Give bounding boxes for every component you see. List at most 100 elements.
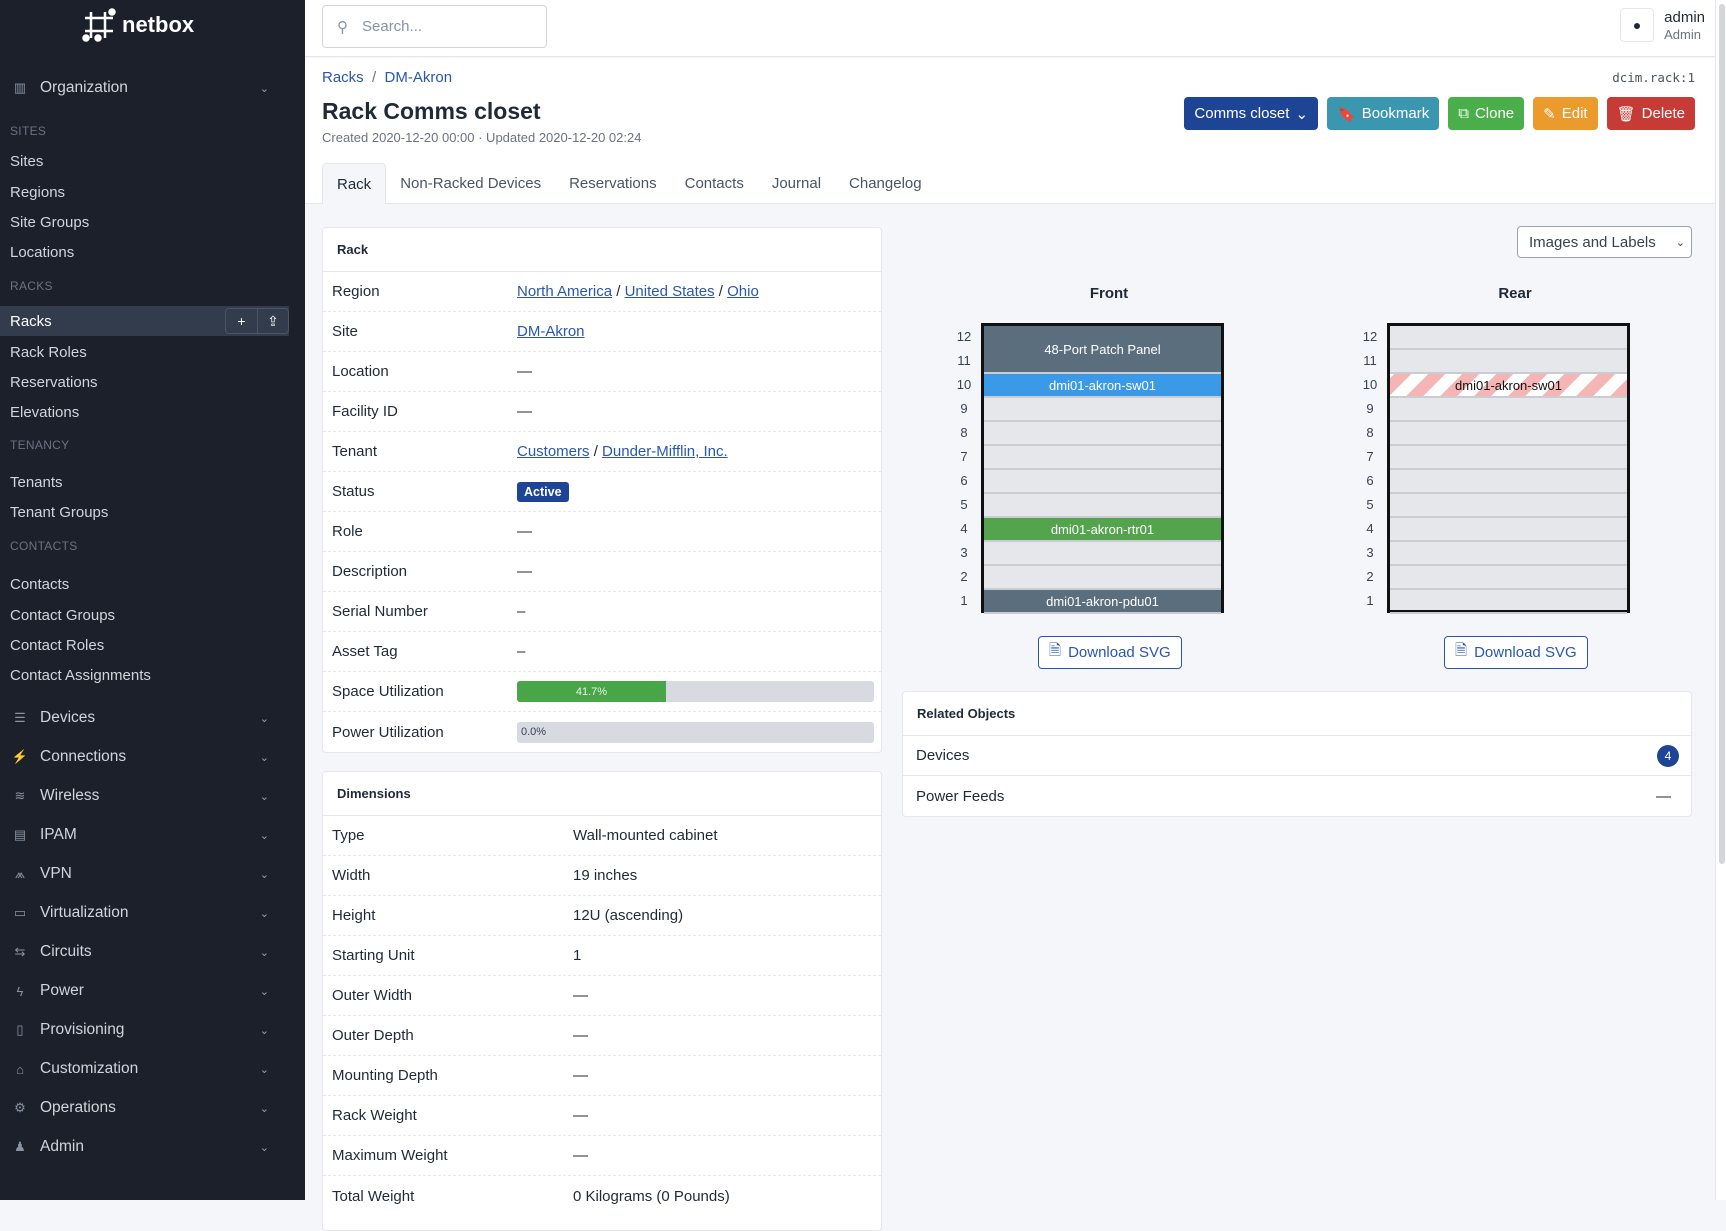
related-power-feeds-link[interactable]: Power Feeds — <box>903 776 1691 816</box>
button-label: Comms closet <box>1194 105 1290 122</box>
rack-unit-3[interactable] <box>984 542 1221 566</box>
sidebar-item-contact-assignments[interactable]: Contact Assignments <box>0 660 289 690</box>
front-title: Front <box>1089 285 1129 302</box>
attr-label: Outer Depth <box>332 1027 414 1044</box>
add-icon[interactable]: + <box>237 313 246 329</box>
link-united-states[interactable]: United States <box>624 283 715 300</box>
server-icon: ☰ <box>14 710 26 725</box>
sidebar-item-elevations[interactable]: Elevations <box>0 397 289 427</box>
unit-number: 1 <box>1366 593 1374 608</box>
netbox-logo-icon <box>82 8 116 42</box>
sidebar-item-contacts[interactable]: Contacts <box>0 569 289 599</box>
device-dmi01-akron-rtr01[interactable]: dmi01-akron-rtr01 <box>984 518 1221 542</box>
scrollbar-thumb[interactable] <box>1719 4 1725 864</box>
breadcrumb-site[interactable]: DM-Akron <box>384 69 453 86</box>
rack-unit-9[interactable] <box>984 398 1221 422</box>
rack-unit-7[interactable] <box>984 446 1221 470</box>
rack-unit-7[interactable] <box>1390 446 1627 470</box>
attr-row-total-weight: Total Weight 0 Kilograms (0 Pounds) <box>323 1176 881 1216</box>
link-north-america[interactable]: North America <box>517 283 613 300</box>
page-title: Rack Comms closet <box>322 98 541 124</box>
unit-number: 8 <box>960 425 968 440</box>
rack-unit-8[interactable] <box>1390 422 1627 446</box>
link-dm-akron[interactable]: DM-Akron <box>517 323 585 340</box>
sidebar-item-tenant-groups[interactable]: Tenant Groups <box>0 497 289 527</box>
tab-contacts[interactable]: Contacts <box>684 175 744 192</box>
rack-unit-9[interactable] <box>1390 398 1627 422</box>
page-scrollbar[interactable] <box>1715 0 1726 1200</box>
rack-unit-5[interactable] <box>984 494 1221 518</box>
rack-unit-12[interactable] <box>1390 326 1627 350</box>
bookmark-button[interactable]: 🔖 Bookmark <box>1327 97 1440 130</box>
sidebar-item-reservations[interactable]: Reservations <box>0 367 289 397</box>
import-icon[interactable]: ⇪ <box>257 309 288 333</box>
breadcrumb-racks[interactable]: Racks <box>322 69 364 86</box>
racks-quick-actions: + ⇪ <box>225 308 289 334</box>
sidebar-item-contact-roles[interactable]: Contact Roles <box>0 630 289 660</box>
sidebar-group-devices[interactable]: ☰ Devices ⌄ <box>0 700 289 736</box>
link-dunder-mifflin-inc[interactable]: Dunder-Mifflin, Inc. <box>602 443 728 460</box>
link-customers[interactable]: Customers <box>517 443 590 460</box>
download-front-svg-button[interactable]: 🗎 Download SVG <box>1038 636 1182 669</box>
tab-journal[interactable]: Journal <box>771 175 822 192</box>
device-dmi01-akron-pdu01[interactable]: dmi01-akron-pdu01 <box>984 590 1221 614</box>
sidebar-group-virtualization[interactable]: ▭ Virtualization ⌄ <box>0 895 289 931</box>
device-dmi01-akron-sw01[interactable]: dmi01-akron-sw01 <box>1390 374 1627 398</box>
attr-value: Wall-mounted cabinet <box>573 827 718 844</box>
related-label: Devices <box>916 747 970 764</box>
sidebar-group-admin[interactable]: ♟ Admin ⌄ <box>0 1129 289 1165</box>
rack-unit-1[interactable] <box>1390 590 1627 614</box>
elevation-view-select[interactable]: Images and Labels ⌄ <box>1517 226 1692 258</box>
delete-button[interactable]: 🗑 Delete <box>1606 97 1695 130</box>
sidebar-group-connections[interactable]: ⚡ Connections ⌄ <box>0 739 289 775</box>
sidebar-group-provisioning[interactable]: ▯ Provisioning ⌄ <box>0 1012 289 1048</box>
device-48-port-patch-panel[interactable]: 48-Port Patch Panel <box>984 326 1221 374</box>
link-ohio[interactable]: Ohio <box>727 283 759 300</box>
tab-non-racked-devices[interactable]: Non-Racked Devices <box>400 175 542 192</box>
attr-row-power-utilization: Power Utilization 0.0% <box>323 712 881 752</box>
sidebar-item-sites[interactable]: Sites <box>0 146 289 176</box>
sidebar-group-circuits[interactable]: ⇆ Circuits ⌄ <box>0 934 289 970</box>
sidebar-group-power[interactable]: ϟ Power ⌄ <box>0 973 289 1009</box>
sidebar-group-label: Operations <box>40 1099 116 1116</box>
tab-rack[interactable]: Rack <box>322 163 387 204</box>
rack-unit-6[interactable] <box>984 470 1221 494</box>
rack-unit-3[interactable] <box>1390 542 1627 566</box>
sidebar-group-wireless[interactable]: ≋ Wireless ⌄ <box>0 778 289 814</box>
sidebar-item-tenants[interactable]: Tenants <box>0 467 289 497</box>
sidebar-item-racks[interactable]: Racks + ⇪ <box>0 306 289 336</box>
attr-label: Width <box>332 867 371 884</box>
netbox-logo[interactable]: netbox <box>82 8 194 42</box>
rack-unit-11[interactable] <box>1390 350 1627 374</box>
edit-button[interactable]: ✎ Edit <box>1533 97 1598 130</box>
tab-reservations[interactable]: Reservations <box>569 175 657 192</box>
rack-unit-4[interactable] <box>1390 518 1627 542</box>
sidebar-item-regions[interactable]: Regions <box>0 177 289 207</box>
related-devices-link[interactable]: Devices 4 <box>903 736 1691 776</box>
rack-unit-5[interactable] <box>1390 494 1627 518</box>
sidebar-item-site-groups[interactable]: Site Groups <box>0 207 289 237</box>
search-input[interactable]: ⚲ Search... <box>322 5 547 48</box>
sidebar-item-contact-groups[interactable]: Contact Groups <box>0 600 289 630</box>
rack-unit-2[interactable] <box>984 566 1221 590</box>
sidebar-group-customization[interactable]: ⌂ Customization ⌄ <box>0 1051 289 1087</box>
sidebar-group-ipam[interactable]: ▤ IPAM ⌄ <box>0 817 289 853</box>
sidebar-group-operations[interactable]: ⚙ Operations ⌄ <box>0 1090 289 1126</box>
rack-unit-6[interactable] <box>1390 470 1627 494</box>
clone-button[interactable]: ⧉ Clone <box>1448 97 1525 130</box>
sidebar: netbox ▥ Organization ⌄ SITES Sites Regions Si… <box>0 0 305 1200</box>
tab-changelog[interactable]: Changelog <box>849 175 922 192</box>
theme-toggle-lightbulb-icon[interactable]: ● <box>1620 8 1655 42</box>
sidebar-item-locations[interactable]: Locations <box>0 237 289 267</box>
rack-unit-2[interactable] <box>1390 566 1627 590</box>
device-dmi01-akron-sw01[interactable]: dmi01-akron-sw01 <box>984 374 1221 398</box>
sidebar-item-rack-roles[interactable]: Rack Roles <box>0 337 289 367</box>
comms-closet-button[interactable]: Comms closet ⌄ <box>1184 97 1319 130</box>
sidebar-group-organization[interactable]: ▥ Organization ⌄ <box>0 70 289 106</box>
sidebar-item-label: Sites <box>10 152 44 170</box>
sidebar-group-vpn[interactable]: ⩕ VPN ⌄ <box>0 856 289 892</box>
rack-unit-8[interactable] <box>984 422 1221 446</box>
user-menu[interactable]: ● admin Admin <box>1620 8 1705 42</box>
sidebar-item-label: Tenants <box>10 473 63 491</box>
download-rear-svg-button[interactable]: 🗎 Download SVG <box>1444 636 1588 669</box>
